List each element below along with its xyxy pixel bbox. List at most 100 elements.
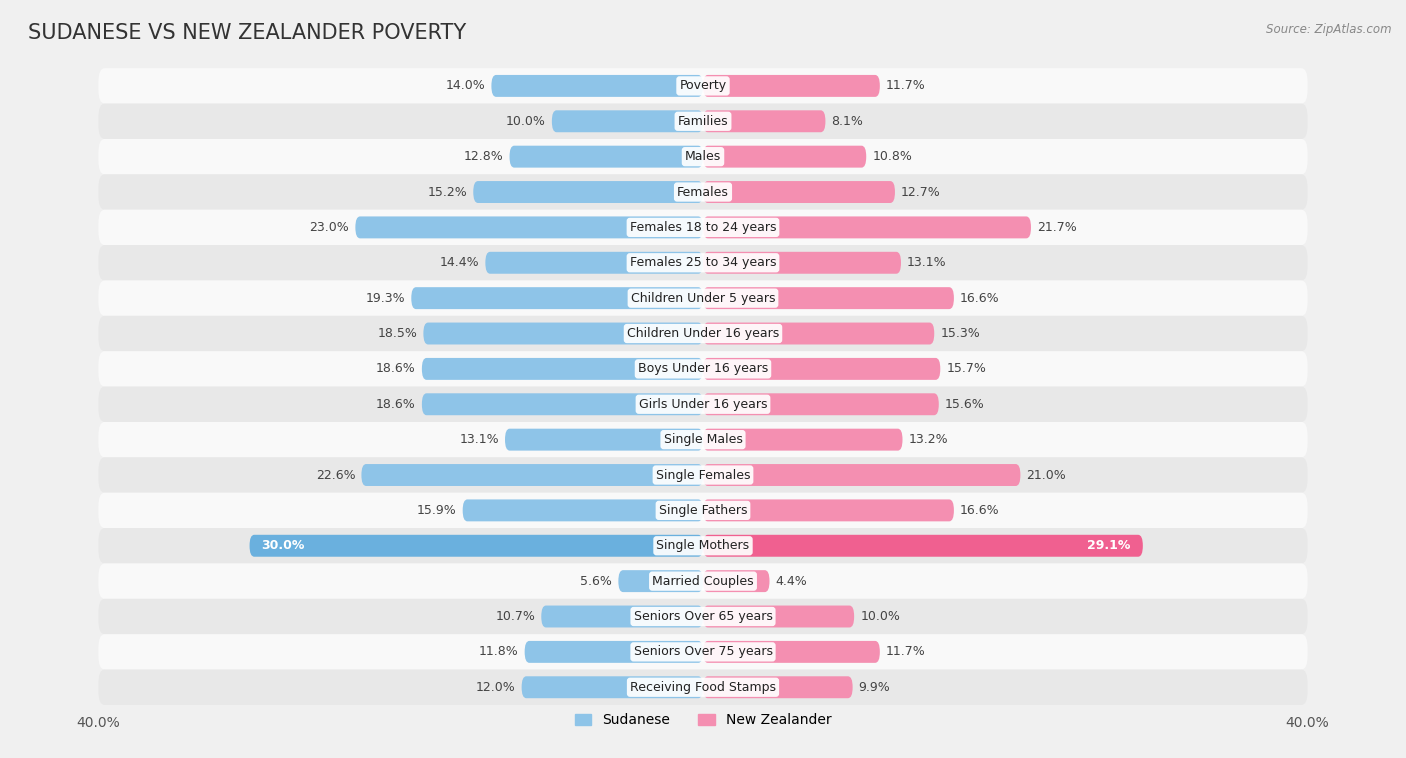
Text: 10.0%: 10.0% <box>860 610 900 623</box>
FancyBboxPatch shape <box>703 111 825 132</box>
Text: 14.4%: 14.4% <box>440 256 479 269</box>
FancyBboxPatch shape <box>703 429 903 450</box>
Text: 22.6%: 22.6% <box>316 468 356 481</box>
FancyBboxPatch shape <box>703 252 901 274</box>
FancyBboxPatch shape <box>98 493 1308 528</box>
Text: 15.7%: 15.7% <box>946 362 986 375</box>
FancyBboxPatch shape <box>356 217 703 238</box>
FancyBboxPatch shape <box>703 606 855 628</box>
Text: 12.0%: 12.0% <box>475 681 516 694</box>
Text: 19.3%: 19.3% <box>366 292 405 305</box>
Text: 16.6%: 16.6% <box>960 504 1000 517</box>
FancyBboxPatch shape <box>98 457 1308 493</box>
FancyBboxPatch shape <box>98 68 1308 104</box>
Text: 21.7%: 21.7% <box>1038 221 1077 234</box>
Text: 23.0%: 23.0% <box>309 221 349 234</box>
Text: 8.1%: 8.1% <box>831 114 863 128</box>
FancyBboxPatch shape <box>703 217 1031 238</box>
FancyBboxPatch shape <box>98 316 1308 351</box>
Text: Females 25 to 34 years: Females 25 to 34 years <box>630 256 776 269</box>
Text: 4.4%: 4.4% <box>776 575 807 587</box>
Text: 14.0%: 14.0% <box>446 80 485 92</box>
FancyBboxPatch shape <box>703 323 934 344</box>
Text: Boys Under 16 years: Boys Under 16 years <box>638 362 768 375</box>
Text: 10.0%: 10.0% <box>506 114 546 128</box>
FancyBboxPatch shape <box>423 323 703 344</box>
FancyBboxPatch shape <box>98 634 1308 669</box>
Text: Children Under 16 years: Children Under 16 years <box>627 327 779 340</box>
FancyBboxPatch shape <box>474 181 703 203</box>
Text: 15.2%: 15.2% <box>427 186 467 199</box>
Text: Seniors Over 65 years: Seniors Over 65 years <box>634 610 772 623</box>
FancyBboxPatch shape <box>703 464 1021 486</box>
FancyBboxPatch shape <box>361 464 703 486</box>
Text: Single Females: Single Females <box>655 468 751 481</box>
Text: 21.0%: 21.0% <box>1026 468 1066 481</box>
Text: 29.1%: 29.1% <box>1087 539 1130 553</box>
FancyBboxPatch shape <box>524 641 703 662</box>
FancyBboxPatch shape <box>98 599 1308 634</box>
FancyBboxPatch shape <box>509 146 703 168</box>
Text: 9.9%: 9.9% <box>859 681 890 694</box>
FancyBboxPatch shape <box>703 75 880 97</box>
Text: 10.8%: 10.8% <box>872 150 912 163</box>
FancyBboxPatch shape <box>703 535 1143 556</box>
Text: 13.1%: 13.1% <box>460 433 499 446</box>
Text: Girls Under 16 years: Girls Under 16 years <box>638 398 768 411</box>
Text: Females: Females <box>678 186 728 199</box>
Text: 5.6%: 5.6% <box>581 575 613 587</box>
Text: 12.8%: 12.8% <box>464 150 503 163</box>
Text: 13.2%: 13.2% <box>908 433 948 446</box>
FancyBboxPatch shape <box>485 252 703 274</box>
FancyBboxPatch shape <box>249 535 703 556</box>
FancyBboxPatch shape <box>703 570 769 592</box>
FancyBboxPatch shape <box>541 606 703 628</box>
Text: 11.7%: 11.7% <box>886 80 925 92</box>
Text: Males: Males <box>685 150 721 163</box>
FancyBboxPatch shape <box>98 104 1308 139</box>
Text: Single Mothers: Single Mothers <box>657 539 749 553</box>
FancyBboxPatch shape <box>703 676 852 698</box>
Text: 11.7%: 11.7% <box>886 645 925 659</box>
Text: Seniors Over 75 years: Seniors Over 75 years <box>634 645 772 659</box>
FancyBboxPatch shape <box>98 139 1308 174</box>
Text: Source: ZipAtlas.com: Source: ZipAtlas.com <box>1267 23 1392 36</box>
Text: 16.6%: 16.6% <box>960 292 1000 305</box>
FancyBboxPatch shape <box>703 146 866 168</box>
Text: Children Under 5 years: Children Under 5 years <box>631 292 775 305</box>
FancyBboxPatch shape <box>98 528 1308 563</box>
Text: 18.5%: 18.5% <box>377 327 418 340</box>
FancyBboxPatch shape <box>98 210 1308 245</box>
Text: 15.6%: 15.6% <box>945 398 984 411</box>
FancyBboxPatch shape <box>98 351 1308 387</box>
FancyBboxPatch shape <box>422 393 703 415</box>
Legend: Sudanese, New Zealander: Sudanese, New Zealander <box>569 708 837 733</box>
FancyBboxPatch shape <box>463 500 703 522</box>
Text: Married Couples: Married Couples <box>652 575 754 587</box>
Text: 13.1%: 13.1% <box>907 256 946 269</box>
FancyBboxPatch shape <box>492 75 703 97</box>
FancyBboxPatch shape <box>703 641 880 662</box>
Text: 10.7%: 10.7% <box>495 610 536 623</box>
FancyBboxPatch shape <box>98 669 1308 705</box>
FancyBboxPatch shape <box>98 387 1308 422</box>
Text: Receiving Food Stamps: Receiving Food Stamps <box>630 681 776 694</box>
FancyBboxPatch shape <box>505 429 703 450</box>
Text: SUDANESE VS NEW ZEALANDER POVERTY: SUDANESE VS NEW ZEALANDER POVERTY <box>28 23 467 42</box>
FancyBboxPatch shape <box>98 563 1308 599</box>
FancyBboxPatch shape <box>98 280 1308 316</box>
FancyBboxPatch shape <box>551 111 703 132</box>
Text: 15.3%: 15.3% <box>941 327 980 340</box>
FancyBboxPatch shape <box>703 287 953 309</box>
FancyBboxPatch shape <box>619 570 703 592</box>
Text: Single Fathers: Single Fathers <box>659 504 747 517</box>
Text: Poverty: Poverty <box>679 80 727 92</box>
Text: 15.9%: 15.9% <box>418 504 457 517</box>
Text: Single Males: Single Males <box>664 433 742 446</box>
FancyBboxPatch shape <box>98 245 1308 280</box>
Text: Females 18 to 24 years: Females 18 to 24 years <box>630 221 776 234</box>
Text: 18.6%: 18.6% <box>375 398 416 411</box>
FancyBboxPatch shape <box>703 181 896 203</box>
Text: 30.0%: 30.0% <box>262 539 305 553</box>
FancyBboxPatch shape <box>703 393 939 415</box>
